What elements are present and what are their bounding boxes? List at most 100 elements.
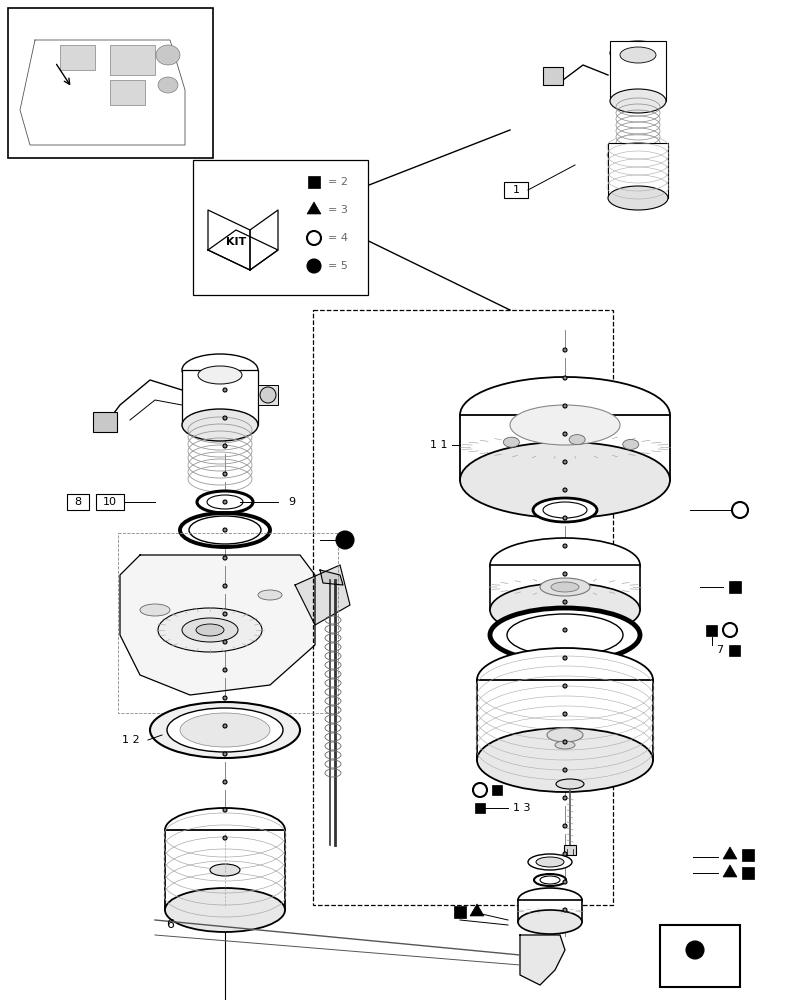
Ellipse shape: [473, 783, 487, 797]
Bar: [193, 160, 367, 295]
Text: 7: 7: [715, 645, 723, 655]
Polygon shape: [45, 70, 100, 120]
Bar: [564, 845, 575, 855]
Ellipse shape: [562, 348, 566, 352]
Ellipse shape: [223, 528, 227, 532]
Ellipse shape: [534, 874, 565, 886]
Ellipse shape: [562, 880, 566, 884]
Text: 6: 6: [166, 918, 174, 931]
Ellipse shape: [195, 624, 224, 636]
Ellipse shape: [223, 472, 227, 476]
Bar: [165, 830, 285, 910]
Polygon shape: [669, 940, 729, 980]
Ellipse shape: [517, 910, 581, 934]
Bar: [728, 581, 740, 593]
Polygon shape: [208, 210, 250, 270]
Bar: [474, 803, 484, 813]
Ellipse shape: [223, 612, 227, 616]
Ellipse shape: [223, 556, 227, 560]
Ellipse shape: [506, 614, 622, 656]
Ellipse shape: [562, 460, 566, 464]
Text: 10: 10: [103, 497, 117, 507]
Polygon shape: [722, 847, 736, 859]
Ellipse shape: [509, 405, 620, 445]
Ellipse shape: [223, 640, 227, 644]
Bar: [476, 680, 652, 760]
Text: 9: 9: [288, 497, 295, 507]
Ellipse shape: [539, 876, 560, 884]
Ellipse shape: [609, 41, 665, 65]
Bar: [543, 67, 562, 85]
Bar: [706, 624, 717, 636]
Text: 8: 8: [75, 497, 81, 507]
Polygon shape: [470, 904, 483, 916]
Bar: [93, 412, 117, 432]
Ellipse shape: [554, 741, 574, 749]
Bar: [109, 45, 155, 75]
Bar: [609, 41, 665, 101]
Ellipse shape: [198, 366, 242, 384]
Ellipse shape: [527, 854, 571, 870]
Ellipse shape: [562, 824, 566, 828]
Polygon shape: [722, 865, 736, 877]
Ellipse shape: [562, 544, 566, 548]
Text: = 4: = 4: [328, 233, 348, 243]
Ellipse shape: [223, 724, 227, 728]
Ellipse shape: [609, 89, 665, 113]
Ellipse shape: [562, 572, 566, 576]
Text: = 2: = 2: [328, 177, 348, 187]
Ellipse shape: [223, 388, 227, 392]
Text: = 5: = 5: [328, 261, 347, 271]
Bar: [489, 565, 639, 610]
Ellipse shape: [517, 888, 581, 912]
Ellipse shape: [562, 852, 566, 856]
Ellipse shape: [535, 857, 564, 867]
Ellipse shape: [489, 538, 639, 592]
Bar: [96, 494, 124, 510]
Ellipse shape: [210, 864, 240, 876]
Ellipse shape: [167, 708, 283, 752]
Bar: [460, 415, 669, 480]
Bar: [741, 867, 753, 879]
Ellipse shape: [562, 404, 566, 408]
Bar: [741, 849, 753, 861]
Ellipse shape: [562, 600, 566, 604]
Ellipse shape: [562, 740, 566, 744]
Text: KIT: KIT: [225, 237, 246, 247]
Ellipse shape: [622, 439, 638, 449]
Ellipse shape: [223, 584, 227, 588]
Ellipse shape: [223, 780, 227, 784]
Ellipse shape: [182, 354, 258, 386]
Bar: [258, 385, 277, 405]
Ellipse shape: [336, 531, 354, 549]
Ellipse shape: [562, 796, 566, 800]
Ellipse shape: [223, 752, 227, 756]
Ellipse shape: [223, 836, 227, 840]
Ellipse shape: [476, 728, 652, 792]
Ellipse shape: [165, 808, 285, 852]
Ellipse shape: [503, 437, 519, 447]
Ellipse shape: [258, 590, 281, 600]
Ellipse shape: [562, 768, 566, 772]
Ellipse shape: [722, 623, 736, 637]
Polygon shape: [320, 570, 342, 585]
Polygon shape: [250, 210, 277, 270]
Polygon shape: [20, 40, 185, 145]
Ellipse shape: [556, 779, 583, 789]
Bar: [109, 80, 145, 105]
Ellipse shape: [223, 416, 227, 420]
Polygon shape: [120, 555, 315, 695]
Bar: [8, 8, 212, 158]
Ellipse shape: [197, 491, 253, 513]
Bar: [491, 785, 501, 795]
Text: 1: 1: [512, 185, 519, 195]
Ellipse shape: [731, 502, 747, 518]
Bar: [67, 494, 89, 510]
Ellipse shape: [150, 702, 299, 758]
Ellipse shape: [562, 628, 566, 632]
Ellipse shape: [307, 231, 320, 245]
Ellipse shape: [223, 696, 227, 700]
Ellipse shape: [189, 516, 260, 544]
Ellipse shape: [620, 47, 655, 63]
Ellipse shape: [460, 377, 669, 453]
